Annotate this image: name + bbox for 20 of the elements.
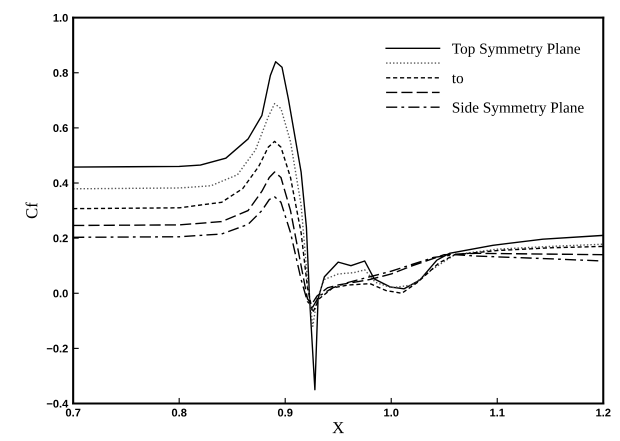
x-tick-label: 1.2	[596, 408, 611, 416]
y-tick-label: −0.2	[46, 344, 68, 353]
x-tick-label: 1.1	[490, 408, 505, 416]
y-tick-label: 0.0	[53, 290, 68, 298]
x-tick-label: 0.8	[172, 408, 187, 417]
y-axis-title: Cf	[26, 202, 38, 218]
y-tick-label: 1.0	[54, 14, 68, 22]
x-tick-label: 1.0	[384, 408, 398, 417]
y-tick-label: 0.6	[53, 124, 68, 132]
y-tick-label: 0.8	[53, 69, 68, 77]
legend-label: Top Symmetry Plane	[452, 43, 580, 57]
legend-label: Side Symmetry Plane	[452, 102, 584, 116]
y-tick-label: 0.2	[53, 234, 68, 242]
legend-label: to	[452, 74, 464, 84]
x-tick-label: 0.7	[66, 408, 80, 417]
x-axis-title: X	[332, 422, 344, 434]
y-tick-label: 0.4	[53, 179, 68, 188]
x-tick-label: 0.9	[278, 408, 293, 417]
y-tick-label: −0.4	[46, 400, 68, 408]
line-series	[73, 102, 604, 328]
